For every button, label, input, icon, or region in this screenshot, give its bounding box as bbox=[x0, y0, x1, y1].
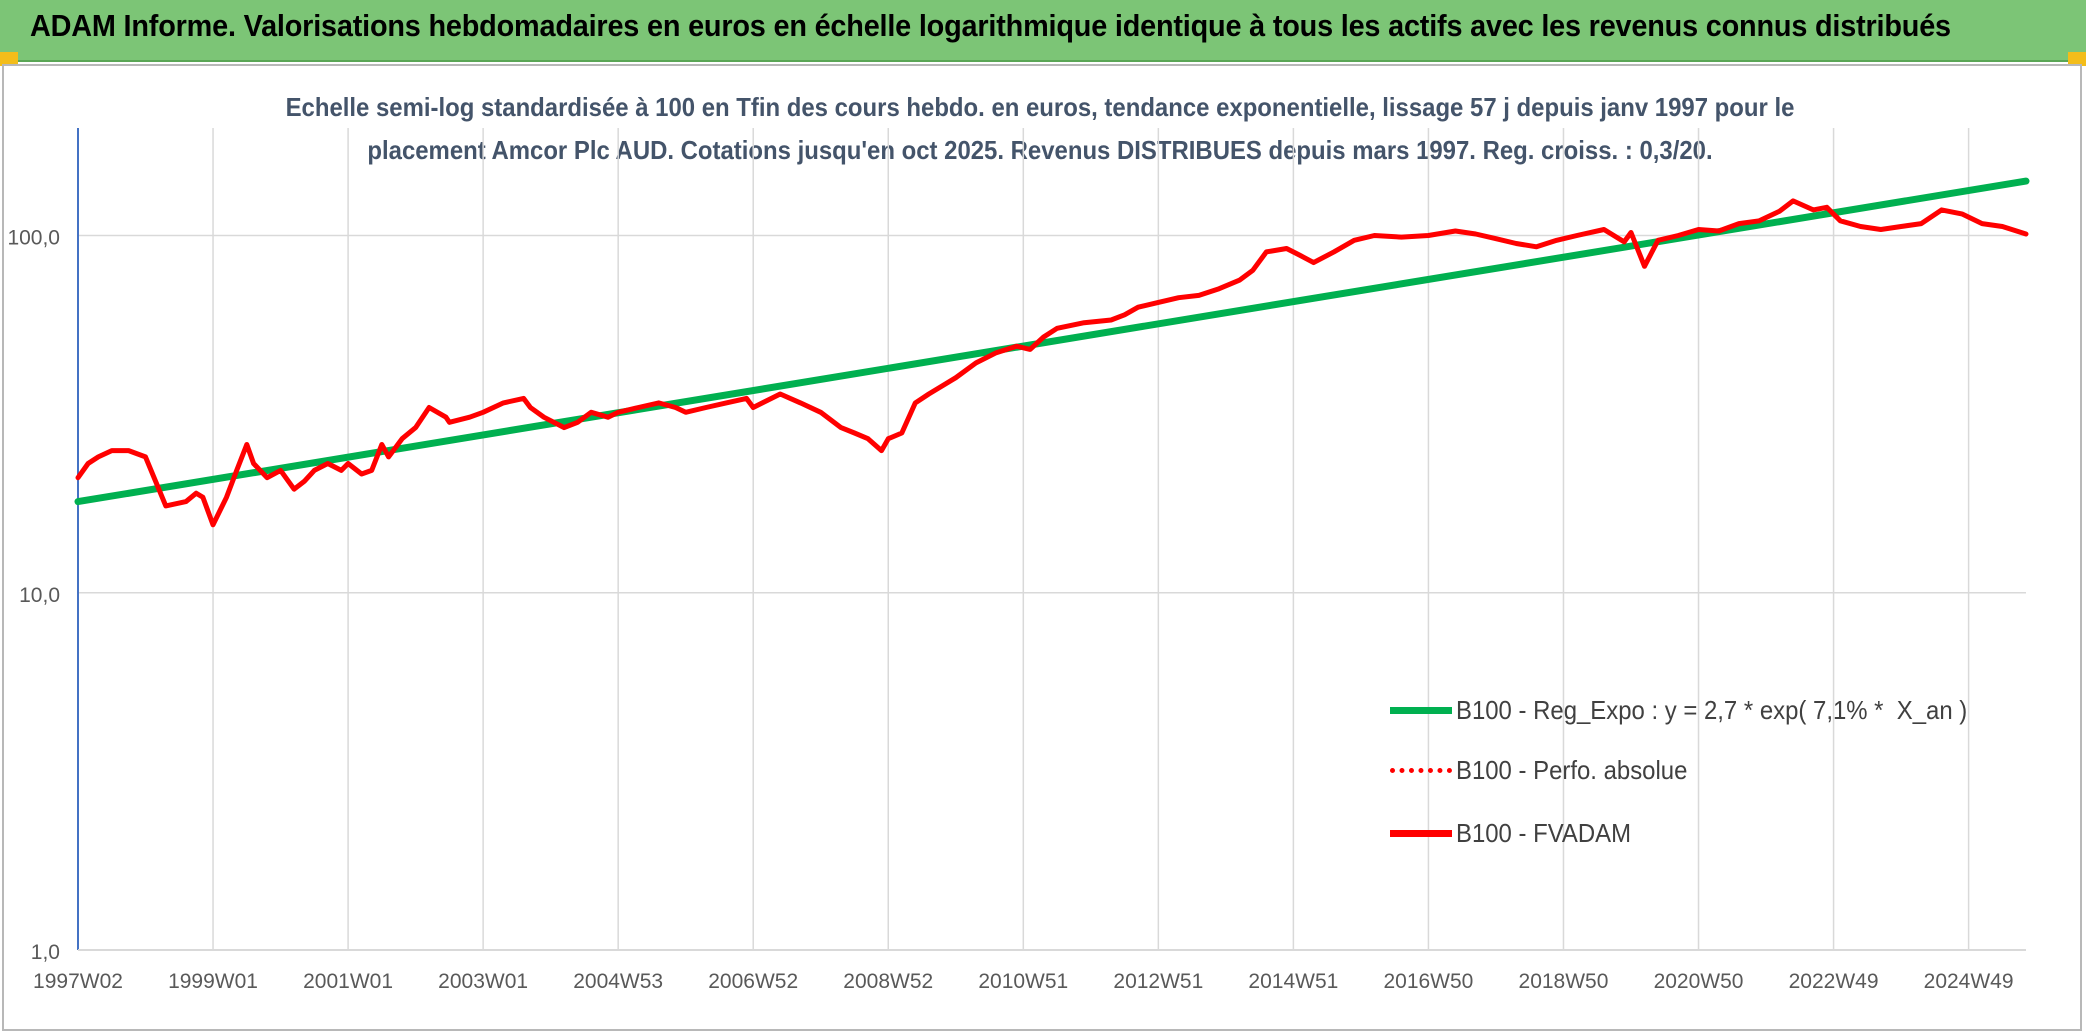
x-tick-label: 2008W52 bbox=[843, 970, 933, 993]
axis-layer bbox=[77, 128, 2026, 951]
legend-item-fvadam: B100 - FVADAM bbox=[1390, 815, 1646, 851]
x-tick-label: 1997W02 bbox=[33, 970, 123, 993]
y-tick-label: 100,0 bbox=[7, 227, 60, 250]
corner-accent-left bbox=[0, 52, 18, 66]
legend-swatch-perfo bbox=[1390, 767, 1452, 773]
legend-label-fvadam: B100 - FVADAM bbox=[1456, 817, 1632, 848]
legend-swatch-fvadam bbox=[1390, 829, 1452, 837]
x-tick-label: 2022W49 bbox=[1789, 970, 1879, 993]
corner-accent-right bbox=[2068, 52, 2086, 66]
x-tick-label: 2003W01 bbox=[438, 970, 528, 993]
chart-title: Echelle semi-log standardisée à 100 en T… bbox=[212, 86, 1868, 172]
legend-item-trend: B100 - Reg_Expo : y = 2,7 * exp( 7,1% * … bbox=[1390, 692, 2012, 728]
tick-label-layer: 1,0 10,0 100,0 1997W02 1999W01 2001W01 2003W01… bbox=[7, 227, 2013, 993]
y-tick-label: 10,0 bbox=[19, 584, 60, 607]
report-banner: ADAM Informe. Valorisations hebdomadaire… bbox=[0, 0, 2086, 62]
legend-label-trend: B100 - Reg_Expo : y = 2,7 * exp( 7,1% * … bbox=[1456, 694, 1968, 725]
chart-frame bbox=[2, 64, 2082, 1031]
y-tick-label: 1,0 bbox=[31, 941, 60, 964]
x-tick-label: 2006W52 bbox=[708, 970, 798, 993]
trend-line-series bbox=[74, 177, 2030, 506]
report-title: ADAM Informe. Valorisations hebdomadaire… bbox=[30, 8, 1951, 43]
x-tick-label: 2004W53 bbox=[573, 970, 663, 993]
series-layer bbox=[74, 177, 2030, 528]
chart-title-line-2: placement Amcor Plc AUD. Cotations jusqu… bbox=[367, 135, 1713, 165]
x-tick-label: 2012W51 bbox=[1113, 970, 1203, 993]
x-tick-label: 2014W51 bbox=[1248, 970, 1338, 993]
x-tick-label: 2024W49 bbox=[1924, 970, 2014, 993]
grid-layer bbox=[78, 128, 2026, 951]
legend-swatch-trend bbox=[1390, 706, 1452, 714]
legend-label-perfo: B100 - Perfo. absolue bbox=[1456, 754, 1688, 785]
legend-item-perfo: B100 - Perfo. absolue bbox=[1390, 752, 1708, 788]
chart-title-line-1: Echelle semi-log standardisée à 100 en T… bbox=[285, 92, 1795, 122]
x-tick-label: 2020W50 bbox=[1654, 970, 1744, 993]
x-tick-label: 2010W51 bbox=[978, 970, 1068, 993]
x-tick-label: 2016W50 bbox=[1383, 970, 1473, 993]
fvadam-line-series bbox=[75, 198, 2029, 528]
x-tick-label: 2018W50 bbox=[1519, 970, 1609, 993]
x-tick-label: 1999W01 bbox=[168, 970, 258, 993]
x-tick-label: 2001W01 bbox=[303, 970, 393, 993]
